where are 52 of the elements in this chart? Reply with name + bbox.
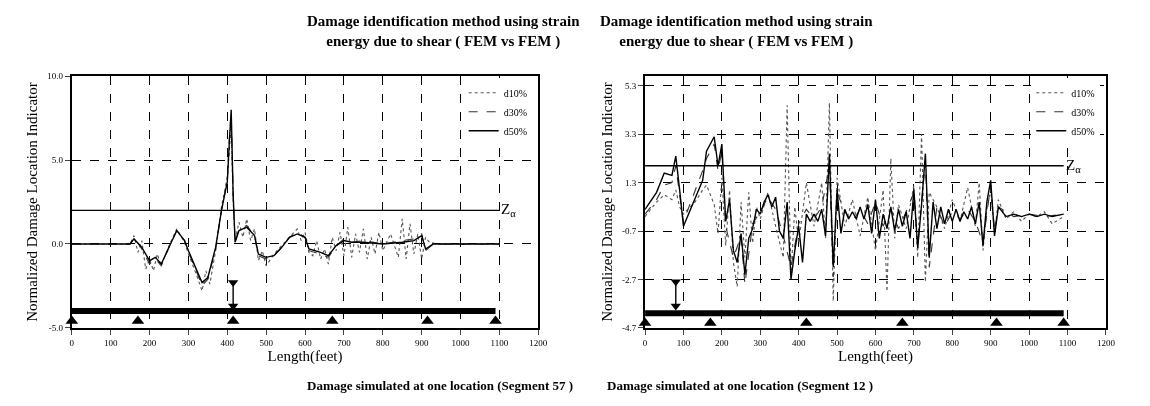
x-tick-label: 500 (259, 337, 274, 348)
legend-label: d50% (1071, 125, 1095, 137)
text: Damage simulated at one location (Segment 57 ) (307, 378, 574, 393)
x-tick-label: 1200 (529, 337, 548, 348)
y-axis-title: Normalized Damage Location Indicator (598, 82, 615, 322)
x-tick-label: 0 (69, 337, 75, 348)
legend-label: d10% (503, 87, 527, 99)
y-tick-label: 10.0 (47, 71, 64, 82)
y-axis-title: Normalized Damage Location Indicator (24, 82, 41, 322)
x-tick-label: 400 (220, 337, 235, 348)
x-tick-label: 900 (414, 337, 429, 348)
line-series (645, 102, 1065, 302)
x-tick-label: 600 (298, 337, 313, 348)
y-tick-label: 3.3 (625, 129, 637, 140)
text: Damage simulated at one location (Segment 12 ) (607, 378, 874, 393)
chart-title: Damage identification method using strain energy due to shear ( FEM vs FEM ) (600, 13, 874, 50)
legend-label: d50% (503, 125, 527, 137)
x-tick-label: 1000 (1020, 337, 1039, 348)
y-tick-label: 5.3 (625, 81, 637, 92)
legend-label: d10% (1071, 87, 1095, 99)
x-tick-label: 800 (945, 337, 960, 348)
x-tick-label: 800 (376, 337, 391, 348)
legend-label: d30% (503, 106, 527, 118)
x-tick-label: 1200 (1096, 337, 1116, 348)
x-tick-label: 300 (181, 337, 196, 348)
y-tick-label: 5.0 (51, 155, 64, 166)
x-tick-label: 1000 (451, 337, 471, 348)
y-tick-label: 1.3 (625, 177, 637, 188)
legend-label: d30% (1071, 106, 1095, 118)
y-tick-label: -2.7 (622, 274, 637, 285)
x-tick-label: 700 (337, 337, 352, 348)
x-tick-label: 600 (868, 337, 883, 348)
x-tick-label: 400 (791, 337, 806, 348)
x-tick-label: 100 (676, 337, 691, 348)
chart-title: Damage identification method using strain energy due to shear ( FEM vs FEM ) (307, 13, 581, 50)
y-tick-label: 0.0 (51, 239, 64, 250)
ref-line-label: Z$_{α}$ (501, 201, 517, 220)
x-tick-label: 0 (642, 337, 648, 348)
x-tick-label: 200 (715, 337, 730, 348)
x-axis-title: Length(feet) (838, 348, 913, 366)
x-tick-label: 500 (830, 337, 845, 348)
y-tick-label: -5.0 (48, 322, 64, 333)
x-tick-label: 1100 (490, 337, 509, 348)
x-tick-label: 300 (753, 337, 768, 348)
x-tick-label: 1100 (1058, 337, 1077, 348)
x-tick-label: 200 (142, 337, 157, 348)
x-tick-label: 100 (103, 337, 118, 348)
x-axis-title: Length(feet) (267, 348, 343, 366)
x-tick-label: 900 (983, 337, 998, 348)
y-tick-label: -0.7 (622, 226, 637, 237)
x-tick-label: 700 (907, 337, 922, 348)
y-tick-label: -4.7 (622, 322, 637, 333)
